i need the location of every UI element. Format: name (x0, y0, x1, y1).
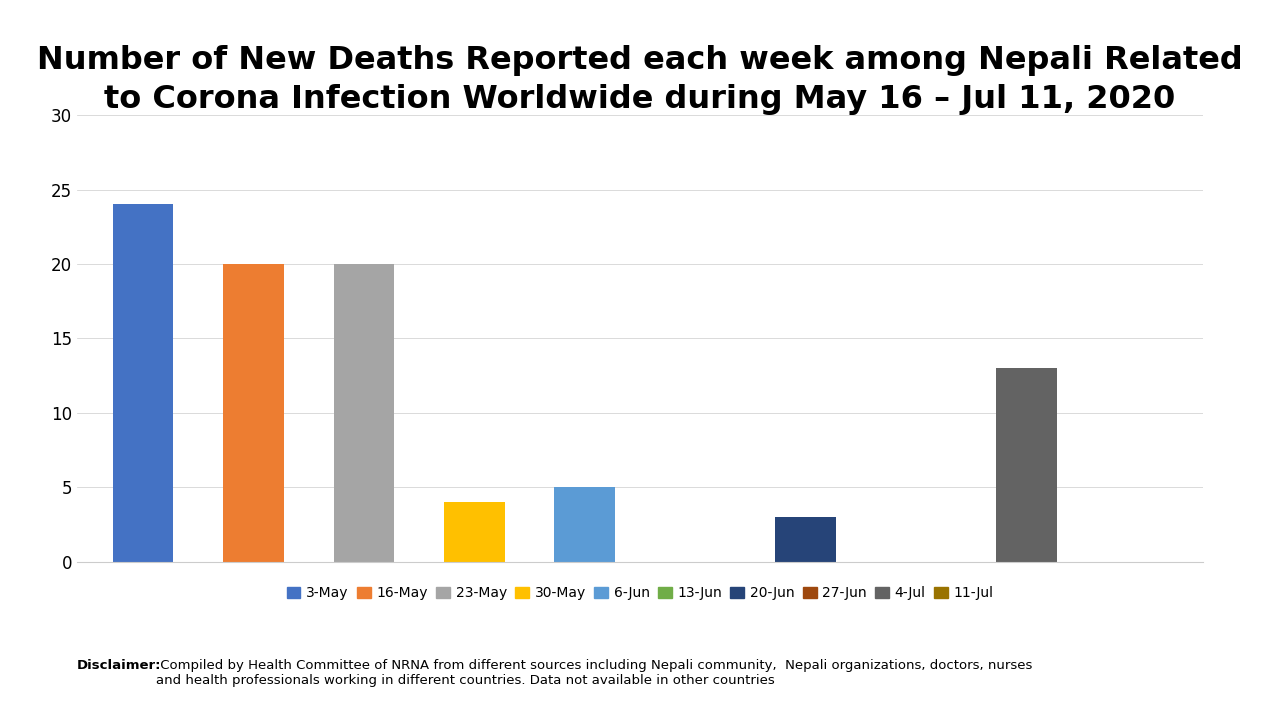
Bar (776, 517, 836, 562)
Text: Compiled by Health Committee of NRNA from different sources including Nepali com: Compiled by Health Committee of NRNA fro… (156, 659, 1033, 687)
Bar (334, 264, 394, 562)
Bar (113, 204, 173, 562)
Text: Disclaimer:: Disclaimer: (77, 659, 161, 672)
Legend: 3-May, 16-May, 23-May, 30-May, 6-Jun, 13-Jun, 20-Jun, 27-Jun, 4-Jul, 11-Jul: 3-May, 16-May, 23-May, 30-May, 6-Jun, 13… (287, 586, 993, 600)
Bar (223, 264, 284, 562)
Bar (996, 368, 1057, 562)
Bar (444, 502, 504, 562)
Title: Number of New Deaths Reported each week among Nepali Related
to Corona Infection: Number of New Deaths Reported each week … (37, 45, 1243, 115)
Bar (554, 487, 616, 562)
